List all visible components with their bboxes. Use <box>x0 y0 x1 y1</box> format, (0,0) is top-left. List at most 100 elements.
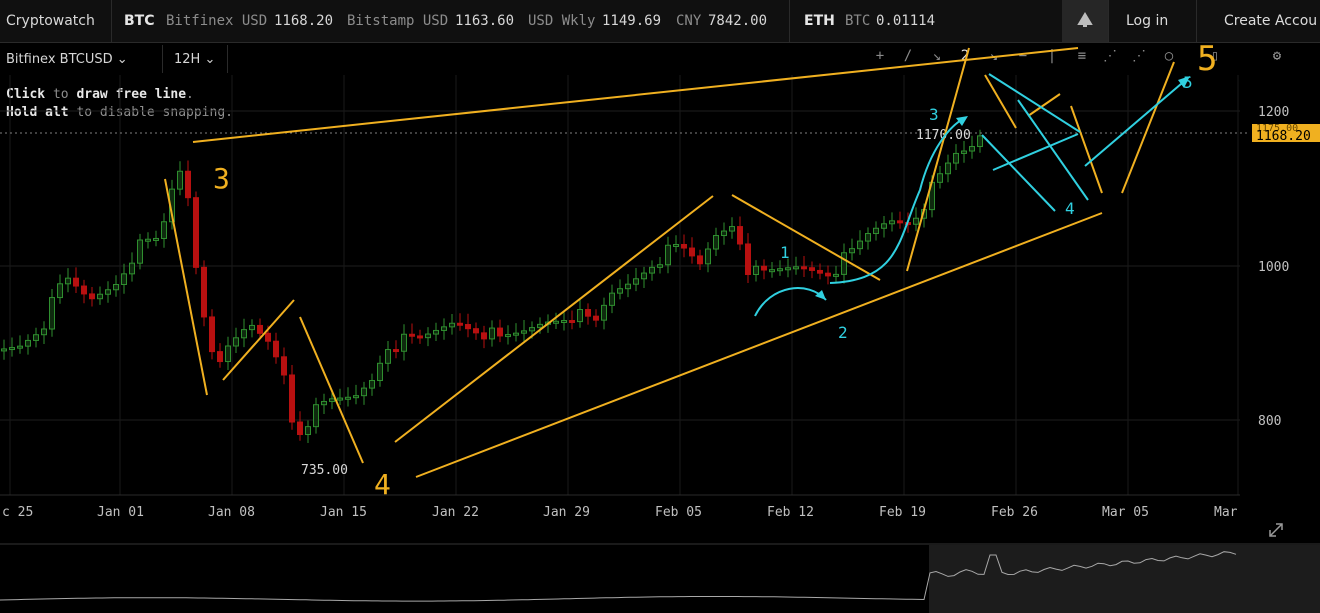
candle-body <box>577 309 583 323</box>
candle-body <box>521 330 527 334</box>
y-tick-label: 1200 <box>1258 105 1289 120</box>
ticker-label-cny: CNY <box>676 13 702 29</box>
navigator-window[interactable] <box>929 545 1320 613</box>
candle-body <box>465 324 471 330</box>
candle-body <box>785 267 791 271</box>
candle-body <box>641 272 647 280</box>
candle-body <box>769 269 775 273</box>
crosshair-tool-icon[interactable]: + <box>875 48 885 64</box>
line-tool-icon[interactable]: / <box>903 48 913 64</box>
candle-body <box>321 400 327 406</box>
drawing-hint-line2: Hold alt to disable snapping. <box>6 105 233 120</box>
x-tick-label: Feb 12 <box>767 505 814 520</box>
candle-body <box>825 272 831 277</box>
vertical-line-tool-icon[interactable]: | <box>1047 48 1057 64</box>
candle-body <box>185 170 191 199</box>
top-bar: Cryptowatch BTC Bitfinex USD 1168.20 Bit… <box>0 0 1320 43</box>
free-line-tool-icon[interactable]: 2 <box>960 48 970 64</box>
last-price-label: 1168.20 <box>1256 129 1311 144</box>
notification-button[interactable] <box>1062 0 1108 42</box>
x-tick-label: Jan 08 <box>208 505 255 520</box>
market-select[interactable]: Bitfinex BTCUSD ⌄ <box>6 52 128 67</box>
candle-body <box>889 220 895 225</box>
btc-symbol[interactable]: BTC <box>124 13 155 29</box>
candles <box>1 129 983 444</box>
candle-body <box>105 289 111 295</box>
candle-body <box>33 334 39 341</box>
parallel-channel-tool-icon[interactable]: ≡ <box>1077 48 1087 64</box>
candle-body <box>561 320 567 324</box>
wave-line <box>394 195 714 443</box>
candle-body <box>281 356 287 376</box>
gann-fan-tool-icon[interactable]: ⋰ <box>1132 48 1146 64</box>
candle-body <box>1 348 7 352</box>
ray-tool-icon[interactable]: ↘ <box>932 48 942 64</box>
candle-body <box>961 150 967 154</box>
last-price-tag-hidden: 1175.00 <box>1256 123 1298 134</box>
x-tick-label: c 25 <box>2 505 33 520</box>
candle-body <box>881 223 887 229</box>
gear-icon[interactable]: ⚙ <box>1272 48 1282 64</box>
wave-line <box>988 73 1081 133</box>
candle-body <box>913 217 919 225</box>
wave-line <box>731 194 881 281</box>
wave-line <box>222 299 295 381</box>
app-brand[interactable]: Cryptowatch <box>6 13 95 29</box>
candle-body <box>81 285 87 295</box>
horizontal-line-tool-icon[interactable]: − <box>1018 48 1028 64</box>
candle-body <box>169 188 175 223</box>
candle-body <box>761 265 767 271</box>
fib-fan-tool-icon[interactable]: ⋰ <box>1103 48 1117 64</box>
candle-body <box>153 237 159 241</box>
candle-body <box>697 255 703 265</box>
candle-body <box>793 266 799 270</box>
candle-body <box>729 226 735 232</box>
candle-body <box>817 269 823 274</box>
candle-body <box>929 181 935 211</box>
wave-count-lines <box>754 73 1189 317</box>
arrow-tool-icon[interactable]: ↘ <box>989 48 999 64</box>
candle-body <box>369 380 375 389</box>
interval-select[interactable]: 12H ⌄ <box>174 52 215 67</box>
candle-body <box>121 273 127 286</box>
candle-body <box>361 387 367 397</box>
candle-body <box>753 265 759 276</box>
divider <box>789 0 790 42</box>
candle-body <box>393 349 399 353</box>
wave-line <box>906 47 970 272</box>
x-tick-label: Feb 05 <box>655 505 702 520</box>
candle-body <box>457 322 463 326</box>
candle-body <box>265 332 271 342</box>
candle-body <box>705 248 711 265</box>
x-tick-label: Jan 15 <box>320 505 367 520</box>
candle-body <box>113 284 119 291</box>
candle-body <box>49 297 55 330</box>
interval-select-label: 12H <box>174 52 201 67</box>
expand-icon[interactable] <box>1269 523 1283 537</box>
circle-tool-icon[interactable]: ○ <box>1164 48 1174 64</box>
create-account-button[interactable]: Create Accou <box>1224 13 1318 29</box>
candle-body <box>433 329 439 335</box>
candle-body <box>537 323 543 329</box>
candle-body <box>713 235 719 250</box>
candle-body <box>257 324 263 334</box>
wave-line <box>984 74 1017 129</box>
candle-body <box>177 170 183 190</box>
candle-body <box>57 283 63 299</box>
eth-symbol[interactable]: ETH <box>804 13 835 29</box>
login-button[interactable]: Log in <box>1126 13 1169 29</box>
candle-body <box>905 222 911 226</box>
candle-body <box>937 173 943 183</box>
lower-trend-line <box>415 212 1103 478</box>
candle-body <box>329 398 335 402</box>
candle-body <box>721 230 727 237</box>
x-tick-label: Mar 05 <box>1102 505 1149 520</box>
candle-body <box>777 268 783 272</box>
navigator-line <box>0 551 1237 602</box>
wave-label-cyan-2: 2 <box>838 323 848 342</box>
wave-label-cyan-5: 5 <box>1183 73 1193 92</box>
candle-body <box>273 340 279 358</box>
trash-icon[interactable]: ▯ <box>1210 48 1220 64</box>
candle-body <box>553 320 559 324</box>
